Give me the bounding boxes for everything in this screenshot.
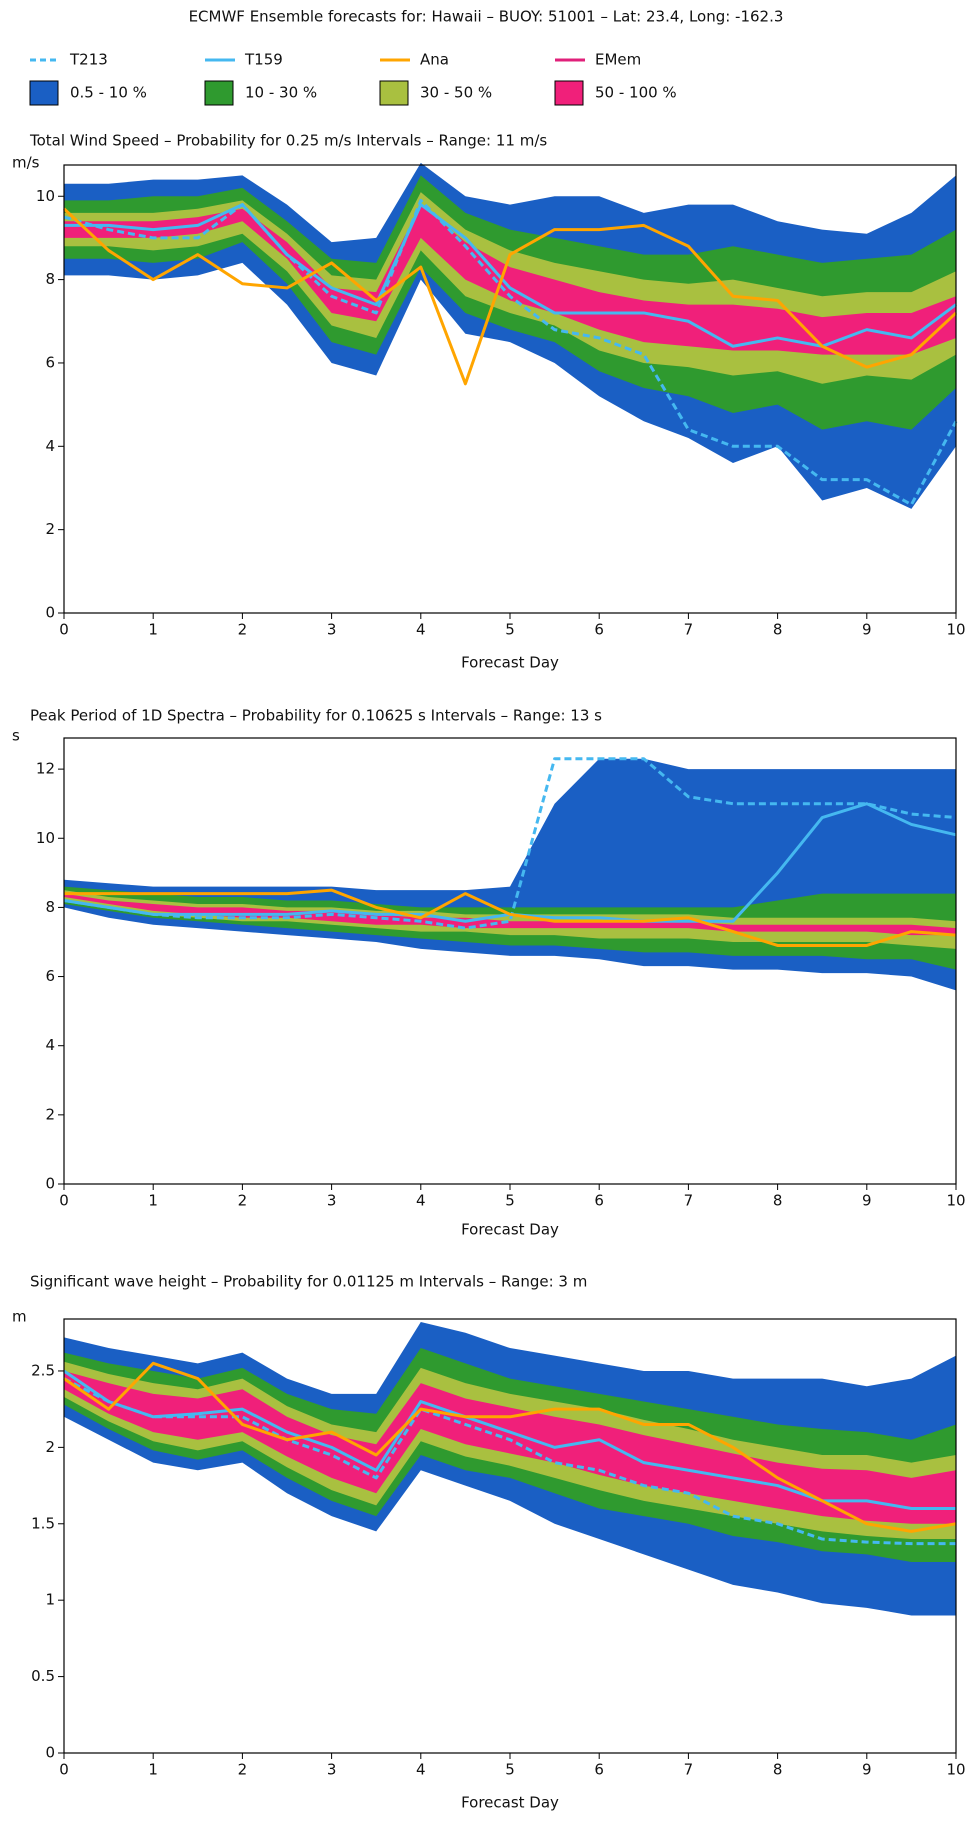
legend-swatch <box>379 80 409 106</box>
x-tick-label: 4 <box>416 1192 426 1210</box>
legend-label: 10 - 30 % <box>245 84 317 102</box>
y-tick-label: 6 <box>45 967 55 985</box>
y-unit: m <box>12 1308 27 1326</box>
forecast-line <box>63 198 958 507</box>
x-tick-label: 10 <box>946 1761 965 1779</box>
x-tick-label: 2 <box>238 1192 248 1210</box>
legend-label: T213 <box>69 51 108 69</box>
probability-band <box>64 1370 956 1524</box>
x-tick-label: 8 <box>773 1192 783 1210</box>
x-tick-label: 0 <box>59 1192 69 1210</box>
x-tick-label: 3 <box>327 621 337 639</box>
x-tick-label: 9 <box>862 1761 872 1779</box>
x-tick-label: 8 <box>773 621 783 639</box>
x-tick-label: 8 <box>773 1761 783 1779</box>
x-tick-label: 9 <box>862 1192 872 1210</box>
x-axis-label: Forecast Day <box>461 1794 559 1812</box>
legend-label: 50 - 100 % <box>595 84 677 102</box>
y-tick-label: 10 <box>36 829 55 847</box>
forecast-line <box>63 1361 957 1533</box>
chart-title: Total Wind Speed – Probability for 0.25 … <box>29 132 547 150</box>
x-tick-label: 1 <box>148 621 158 639</box>
x-tick-label: 1 <box>148 1192 158 1210</box>
y-tick-label: 4 <box>45 437 55 455</box>
x-tick-label: 3 <box>327 1192 337 1210</box>
x-tick-label: 6 <box>594 1192 604 1210</box>
x-tick-label: 7 <box>684 621 694 639</box>
y-tick-label: 6 <box>45 353 55 371</box>
probability-band <box>64 204 956 355</box>
x-tick-label: 1 <box>148 1761 158 1779</box>
y-tick-label: 2 <box>45 520 55 538</box>
legend-label: 0.5 - 10 % <box>70 84 147 102</box>
forecast-line <box>63 757 957 930</box>
y-tick-label: 12 <box>36 760 55 778</box>
x-tick-label: 4 <box>416 1761 426 1779</box>
x-tick-label: 10 <box>946 621 965 639</box>
x-tick-label: 3 <box>327 1761 337 1779</box>
x-tick-label: 7 <box>684 1761 694 1779</box>
x-tick-label: 5 <box>505 1761 515 1779</box>
y-tick-label: 2 <box>45 1438 55 1456</box>
x-tick-label: 7 <box>684 1192 694 1210</box>
y-tick-label: 2 <box>45 1105 55 1123</box>
y-unit: m/s <box>12 154 40 172</box>
y-tick-label: 8 <box>45 898 55 916</box>
x-tick-label: 5 <box>505 1192 515 1210</box>
x-tick-label: 6 <box>594 621 604 639</box>
probability-band <box>64 890 956 949</box>
chart-title: Significant wave height – Probability fo… <box>30 1273 587 1291</box>
y-tick-label: 1.5 <box>31 1514 55 1532</box>
page-title: ECMWF Ensemble forecasts for: Hawaii – B… <box>189 8 784 26</box>
probability-band <box>64 893 956 936</box>
legend-swatch <box>554 80 584 106</box>
x-tick-label: 2 <box>238 621 248 639</box>
forecast-line <box>64 888 957 947</box>
x-tick-label: 6 <box>594 1761 604 1779</box>
y-tick-label: 2.5 <box>31 1361 55 1379</box>
legend-label: T159 <box>244 51 283 69</box>
y-tick-label: 0 <box>45 604 55 622</box>
x-axis-label: Forecast Day <box>461 1221 559 1239</box>
x-tick-label: 2 <box>238 1761 248 1779</box>
x-tick-label: 4 <box>416 621 426 639</box>
chart-title: Peak Period of 1D Spectra – Probability … <box>30 707 602 725</box>
x-tick-label: 5 <box>505 621 515 639</box>
legend-swatch <box>204 80 234 106</box>
forecast-line <box>63 1369 956 1510</box>
y-unit: s <box>12 727 20 745</box>
forecast-line <box>64 203 957 348</box>
legend-label: Ana <box>420 51 449 69</box>
forecast-line <box>62 207 958 386</box>
y-tick-label: 0 <box>45 1744 55 1762</box>
legend-swatch <box>29 80 59 106</box>
x-tick-label: 9 <box>862 621 872 639</box>
x-axis-label: Forecast Day <box>461 654 559 672</box>
legend-label: EMem <box>595 51 641 69</box>
x-tick-label: 10 <box>946 1192 965 1210</box>
y-tick-label: 0.5 <box>31 1667 55 1685</box>
y-tick-label: 10 <box>36 187 55 205</box>
x-tick-label: 0 <box>59 1761 69 1779</box>
y-tick-label: 0 <box>45 1175 55 1193</box>
y-tick-label: 4 <box>45 1036 55 1054</box>
x-tick-label: 0 <box>59 621 69 639</box>
y-tick-label: 1 <box>45 1591 55 1609</box>
forecast-line <box>63 1377 956 1546</box>
y-tick-label: 8 <box>45 270 55 288</box>
legend-label: 30 - 50 % <box>420 84 492 102</box>
